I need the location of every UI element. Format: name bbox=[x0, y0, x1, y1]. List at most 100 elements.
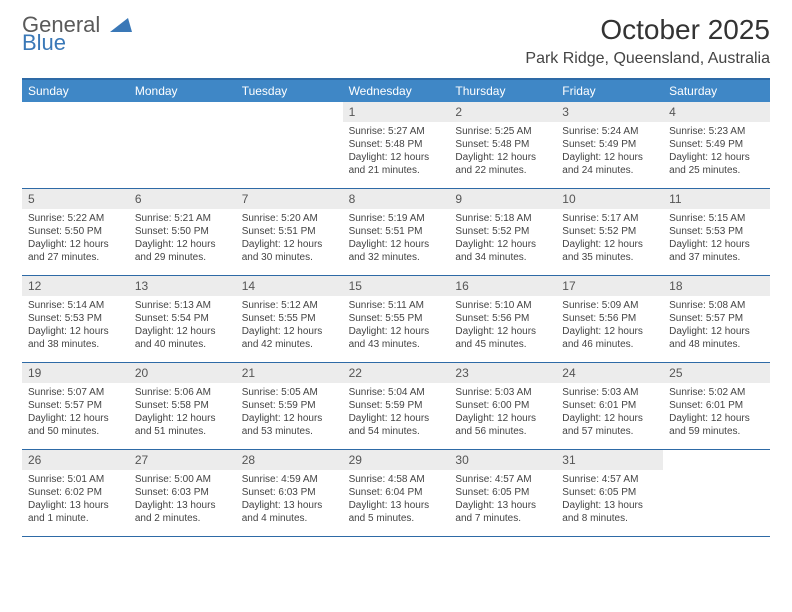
day-info: Sunrise: 5:05 AMSunset: 5:59 PMDaylight:… bbox=[236, 383, 343, 443]
day-info: Sunrise: 5:12 AMSunset: 5:55 PMDaylight:… bbox=[236, 296, 343, 356]
sunrise-text: Sunrise: 5:19 AM bbox=[349, 212, 444, 225]
calendar-cell: 21Sunrise: 5:05 AMSunset: 5:59 PMDayligh… bbox=[236, 363, 343, 449]
sunset-text: Sunset: 5:59 PM bbox=[349, 399, 444, 412]
sunset-text: Sunset: 5:54 PM bbox=[135, 312, 230, 325]
calendar-cell: 5Sunrise: 5:22 AMSunset: 5:50 PMDaylight… bbox=[22, 189, 129, 275]
calendar-cell: 22Sunrise: 5:04 AMSunset: 5:59 PMDayligh… bbox=[343, 363, 450, 449]
sunrise-text: Sunrise: 5:00 AM bbox=[135, 473, 230, 486]
title-block: October 2025 Park Ridge, Queensland, Aus… bbox=[525, 14, 770, 68]
calendar-cell: 29Sunrise: 4:58 AMSunset: 6:04 PMDayligh… bbox=[343, 450, 450, 536]
day-number bbox=[236, 102, 343, 120]
day-info: Sunrise: 5:13 AMSunset: 5:54 PMDaylight:… bbox=[129, 296, 236, 356]
day-info: Sunrise: 5:14 AMSunset: 5:53 PMDaylight:… bbox=[22, 296, 129, 356]
calendar-cell: 16Sunrise: 5:10 AMSunset: 5:56 PMDayligh… bbox=[449, 276, 556, 362]
day-number: 19 bbox=[22, 363, 129, 383]
calendar-cell: 28Sunrise: 4:59 AMSunset: 6:03 PMDayligh… bbox=[236, 450, 343, 536]
sunset-text: Sunset: 6:03 PM bbox=[242, 486, 337, 499]
calendar-cell: 14Sunrise: 5:12 AMSunset: 5:55 PMDayligh… bbox=[236, 276, 343, 362]
day-info: Sunrise: 5:25 AMSunset: 5:48 PMDaylight:… bbox=[449, 122, 556, 182]
daylight-text: Daylight: 12 hours and 42 minutes. bbox=[242, 325, 337, 351]
calendar-cell-empty bbox=[22, 102, 129, 188]
sunset-text: Sunset: 5:51 PM bbox=[349, 225, 444, 238]
calendar-page: General Blue October 2025 Park Ridge, Qu… bbox=[0, 0, 792, 547]
day-info: Sunrise: 5:22 AMSunset: 5:50 PMDaylight:… bbox=[22, 209, 129, 269]
sunrise-text: Sunrise: 5:20 AM bbox=[242, 212, 337, 225]
day-number: 14 bbox=[236, 276, 343, 296]
sunrise-text: Sunrise: 5:09 AM bbox=[562, 299, 657, 312]
sunrise-text: Sunrise: 5:18 AM bbox=[455, 212, 550, 225]
calendar-cell-empty bbox=[236, 102, 343, 188]
calendar-cell: 15Sunrise: 5:11 AMSunset: 5:55 PMDayligh… bbox=[343, 276, 450, 362]
day-number: 5 bbox=[22, 189, 129, 209]
sunset-text: Sunset: 6:05 PM bbox=[455, 486, 550, 499]
sunrise-text: Sunrise: 4:59 AM bbox=[242, 473, 337, 486]
day-info: Sunrise: 5:19 AMSunset: 5:51 PMDaylight:… bbox=[343, 209, 450, 269]
sunrise-text: Sunrise: 5:17 AM bbox=[562, 212, 657, 225]
daylight-text: Daylight: 12 hours and 50 minutes. bbox=[28, 412, 123, 438]
sunset-text: Sunset: 5:56 PM bbox=[455, 312, 550, 325]
day-number: 28 bbox=[236, 450, 343, 470]
daylight-text: Daylight: 12 hours and 22 minutes. bbox=[455, 151, 550, 177]
calendar-cell: 20Sunrise: 5:06 AMSunset: 5:58 PMDayligh… bbox=[129, 363, 236, 449]
day-number: 25 bbox=[663, 363, 770, 383]
sunrise-text: Sunrise: 5:21 AM bbox=[135, 212, 230, 225]
day-number: 11 bbox=[663, 189, 770, 209]
day-info: Sunrise: 5:03 AMSunset: 6:00 PMDaylight:… bbox=[449, 383, 556, 443]
day-number: 22 bbox=[343, 363, 450, 383]
daylight-text: Daylight: 13 hours and 7 minutes. bbox=[455, 499, 550, 525]
daylight-text: Daylight: 13 hours and 2 minutes. bbox=[135, 499, 230, 525]
sunset-text: Sunset: 6:02 PM bbox=[28, 486, 123, 499]
daylight-text: Daylight: 12 hours and 35 minutes. bbox=[562, 238, 657, 264]
day-header: Wednesday bbox=[343, 80, 450, 102]
sunset-text: Sunset: 6:05 PM bbox=[562, 486, 657, 499]
day-number: 20 bbox=[129, 363, 236, 383]
sunrise-text: Sunrise: 5:23 AM bbox=[669, 125, 764, 138]
day-number: 30 bbox=[449, 450, 556, 470]
logo: General Blue bbox=[22, 14, 132, 54]
day-info: Sunrise: 5:27 AMSunset: 5:48 PMDaylight:… bbox=[343, 122, 450, 182]
sunset-text: Sunset: 6:04 PM bbox=[349, 486, 444, 499]
calendar-cell: 19Sunrise: 5:07 AMSunset: 5:57 PMDayligh… bbox=[22, 363, 129, 449]
sunrise-text: Sunrise: 5:22 AM bbox=[28, 212, 123, 225]
calendar-cell: 12Sunrise: 5:14 AMSunset: 5:53 PMDayligh… bbox=[22, 276, 129, 362]
sunrise-text: Sunrise: 5:01 AM bbox=[28, 473, 123, 486]
day-info: Sunrise: 5:08 AMSunset: 5:57 PMDaylight:… bbox=[663, 296, 770, 356]
daylight-text: Daylight: 12 hours and 29 minutes. bbox=[135, 238, 230, 264]
day-header: Monday bbox=[129, 80, 236, 102]
day-number: 7 bbox=[236, 189, 343, 209]
sunset-text: Sunset: 5:50 PM bbox=[135, 225, 230, 238]
calendar-cell: 1Sunrise: 5:27 AMSunset: 5:48 PMDaylight… bbox=[343, 102, 450, 188]
day-number: 21 bbox=[236, 363, 343, 383]
daylight-text: Daylight: 12 hours and 57 minutes. bbox=[562, 412, 657, 438]
day-info: Sunrise: 5:04 AMSunset: 5:59 PMDaylight:… bbox=[343, 383, 450, 443]
sunset-text: Sunset: 5:56 PM bbox=[562, 312, 657, 325]
calendar-cell: 9Sunrise: 5:18 AMSunset: 5:52 PMDaylight… bbox=[449, 189, 556, 275]
sunrise-text: Sunrise: 5:15 AM bbox=[669, 212, 764, 225]
day-number: 13 bbox=[129, 276, 236, 296]
day-info: Sunrise: 5:00 AMSunset: 6:03 PMDaylight:… bbox=[129, 470, 236, 530]
calendar-cell: 30Sunrise: 4:57 AMSunset: 6:05 PMDayligh… bbox=[449, 450, 556, 536]
calendar-cell: 25Sunrise: 5:02 AMSunset: 6:01 PMDayligh… bbox=[663, 363, 770, 449]
day-info: Sunrise: 5:07 AMSunset: 5:57 PMDaylight:… bbox=[22, 383, 129, 443]
day-info: Sunrise: 5:17 AMSunset: 5:52 PMDaylight:… bbox=[556, 209, 663, 269]
calendar-cell: 2Sunrise: 5:25 AMSunset: 5:48 PMDaylight… bbox=[449, 102, 556, 188]
sunrise-text: Sunrise: 5:27 AM bbox=[349, 125, 444, 138]
sunset-text: Sunset: 5:52 PM bbox=[455, 225, 550, 238]
logo-text: General Blue bbox=[22, 14, 132, 54]
sunrise-text: Sunrise: 5:14 AM bbox=[28, 299, 123, 312]
day-info: Sunrise: 5:23 AMSunset: 5:49 PMDaylight:… bbox=[663, 122, 770, 182]
day-header: Thursday bbox=[449, 80, 556, 102]
day-number: 18 bbox=[663, 276, 770, 296]
day-number: 31 bbox=[556, 450, 663, 470]
daylight-text: Daylight: 12 hours and 32 minutes. bbox=[349, 238, 444, 264]
day-number: 29 bbox=[343, 450, 450, 470]
day-info: Sunrise: 5:15 AMSunset: 5:53 PMDaylight:… bbox=[663, 209, 770, 269]
sunrise-text: Sunrise: 5:07 AM bbox=[28, 386, 123, 399]
sunset-text: Sunset: 5:57 PM bbox=[28, 399, 123, 412]
week-row: 26Sunrise: 5:01 AMSunset: 6:02 PMDayligh… bbox=[22, 450, 770, 537]
day-info: Sunrise: 5:01 AMSunset: 6:02 PMDaylight:… bbox=[22, 470, 129, 530]
day-number: 6 bbox=[129, 189, 236, 209]
daylight-text: Daylight: 12 hours and 21 minutes. bbox=[349, 151, 444, 177]
day-number bbox=[129, 102, 236, 120]
daylight-text: Daylight: 12 hours and 37 minutes. bbox=[669, 238, 764, 264]
